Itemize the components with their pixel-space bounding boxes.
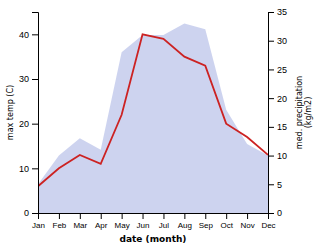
tick-mark [268, 69, 274, 70]
tick: 10 [19, 164, 38, 174]
tick-mark [32, 79, 38, 80]
tick: 10 [268, 151, 287, 161]
tick-label: Jan [32, 221, 45, 230]
tick-label: 20 [277, 94, 287, 104]
tick-mark [268, 12, 274, 13]
tick: Mar [73, 213, 87, 230]
tick-mark [101, 213, 102, 219]
tick-mark [143, 213, 144, 219]
tick: Jul [159, 213, 169, 230]
tick-label: 10 [277, 151, 287, 161]
tick-mark [268, 213, 274, 214]
tick-label: 0 [24, 208, 29, 218]
tick: Jun [137, 213, 150, 230]
tick-label: Sep [199, 221, 214, 230]
tick: 15 [268, 122, 287, 132]
tick: 20 [268, 94, 287, 104]
x-axis-title: date (month) [120, 234, 187, 244]
y-axis-title: max temp (C) [6, 85, 15, 140]
tick-mark [163, 213, 164, 219]
tick: 20 [19, 119, 38, 129]
line [38, 34, 268, 186]
tick-mark [32, 213, 38, 214]
tick-label: 0 [277, 208, 282, 218]
tick-label: May [115, 221, 130, 230]
area [38, 23, 268, 213]
tick-mark [268, 127, 274, 128]
tick-label: Feb [53, 221, 67, 230]
axis-line [269, 13, 275, 214]
tick-label: 10 [19, 164, 29, 174]
tick-label: 35 [277, 7, 287, 17]
tick-label: Apr [95, 221, 108, 230]
tick: 40 [19, 30, 38, 40]
tick-label: Dec [261, 221, 275, 230]
tick-label: 15 [277, 122, 287, 132]
marks [38, 23, 268, 213]
tick: 30 [19, 74, 38, 84]
tick-mark [247, 213, 248, 219]
tick-mark [32, 168, 38, 169]
tick-label: Mar [73, 221, 87, 230]
tick: 35 [268, 7, 287, 17]
tick: 25 [268, 65, 287, 75]
tick-mark [268, 156, 274, 157]
tick: 5 [268, 180, 282, 190]
y2-axis-title: med. precipitation(kg/m2) [295, 76, 313, 149]
tick-label: Jun [137, 221, 150, 230]
tick-mark [205, 213, 206, 219]
chart: JanFebMarAprMayJunJulAugSepOctNovDec0102… [0, 0, 318, 247]
tick-label: 40 [19, 30, 29, 40]
tick-mark [32, 124, 38, 125]
tick: 0 [24, 208, 38, 218]
tick: Nov [240, 213, 254, 230]
tick-mark [268, 41, 274, 42]
tick: Feb [53, 213, 67, 230]
tick: Sep [199, 213, 214, 230]
x-axis: Jan Feb Mar Apr May Jun Jul Aug Sep Oct Nov Dec [32, 213, 276, 230]
tick: Apr [95, 213, 108, 230]
plot: JanFebMarAprMayJunJulAugSepOctNovDec0102… [19, 7, 287, 229]
tick-label: Nov [240, 221, 254, 230]
tick-label: Jul [159, 221, 169, 230]
tick-label: 30 [277, 36, 287, 46]
axis-line [32, 13, 39, 214]
y-axis: 0 10 20 30 40 [19, 13, 39, 219]
tick-label: 20 [19, 119, 29, 129]
tick-label: 25 [277, 65, 287, 75]
tick-mark [184, 213, 185, 219]
axis-line [39, 214, 269, 220]
tick-mark [80, 213, 81, 219]
tick: 30 [268, 36, 287, 46]
tick-mark [268, 184, 274, 185]
tick: 0 [268, 208, 282, 218]
y2-axis: 0 5 10 15 20 25 30 35 [268, 7, 287, 218]
tick: Jan [32, 213, 45, 230]
tick: Oct [220, 213, 233, 230]
tick-mark [122, 213, 123, 219]
tick-mark [32, 34, 38, 35]
tick-mark [268, 98, 274, 99]
tick-mark [59, 213, 60, 219]
tick-mark [226, 213, 227, 219]
tick: May [115, 213, 130, 230]
tick: Dec [261, 213, 275, 230]
tick-label: Aug [178, 221, 192, 230]
tick: Aug [178, 213, 192, 230]
tick-label: 5 [277, 180, 282, 190]
tick-label: Oct [220, 221, 233, 230]
tick-label: 30 [19, 74, 29, 84]
